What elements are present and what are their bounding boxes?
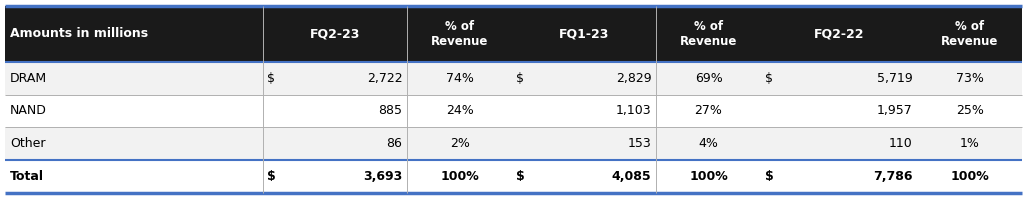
Bar (5, 127, 1022, 160)
Text: 3,693: 3,693 (364, 170, 402, 183)
Text: NAND: NAND (10, 104, 47, 117)
Text: FQ2-22: FQ2-22 (814, 27, 864, 40)
Text: 100%: 100% (689, 170, 728, 183)
Text: $: $ (765, 72, 773, 85)
Text: 1,103: 1,103 (615, 104, 651, 117)
Text: 100%: 100% (440, 170, 479, 183)
Text: 4%: 4% (698, 137, 719, 150)
Text: 74%: 74% (445, 72, 473, 85)
Text: % of
Revenue: % of Revenue (680, 20, 737, 48)
Text: % of
Revenue: % of Revenue (941, 20, 998, 48)
Text: $: $ (516, 72, 524, 85)
Text: 1%: 1% (959, 137, 980, 150)
Text: 73%: 73% (955, 72, 984, 85)
Text: 885: 885 (378, 104, 402, 117)
Text: 24%: 24% (445, 104, 473, 117)
Text: 7,786: 7,786 (873, 170, 912, 183)
Text: 27%: 27% (694, 104, 723, 117)
Text: 2%: 2% (450, 137, 470, 150)
Text: 110: 110 (889, 137, 912, 150)
Bar (5, 62, 1022, 95)
Text: 2,722: 2,722 (367, 72, 402, 85)
Text: Amounts in millions: Amounts in millions (10, 27, 148, 40)
Text: $: $ (516, 170, 524, 183)
Text: Total: Total (10, 170, 44, 183)
Text: % of
Revenue: % of Revenue (431, 20, 488, 48)
Bar (5, 160, 1022, 193)
Bar (5, 95, 1022, 127)
Text: 100%: 100% (950, 170, 989, 183)
Text: $: $ (267, 72, 274, 85)
Text: 153: 153 (628, 137, 651, 150)
Text: FQ2-23: FQ2-23 (310, 27, 360, 40)
Text: 5,719: 5,719 (877, 72, 912, 85)
Text: Other: Other (10, 137, 46, 150)
Bar (5, 6, 1022, 62)
Text: DRAM: DRAM (10, 72, 47, 85)
Text: 2,829: 2,829 (615, 72, 651, 85)
Text: $: $ (765, 170, 773, 183)
Text: $: $ (267, 170, 275, 183)
Text: 86: 86 (386, 137, 402, 150)
Text: 69%: 69% (694, 72, 723, 85)
Text: FQ1-23: FQ1-23 (559, 27, 609, 40)
Text: 1,957: 1,957 (877, 104, 912, 117)
Text: 4,085: 4,085 (611, 170, 651, 183)
Text: 25%: 25% (955, 104, 984, 117)
